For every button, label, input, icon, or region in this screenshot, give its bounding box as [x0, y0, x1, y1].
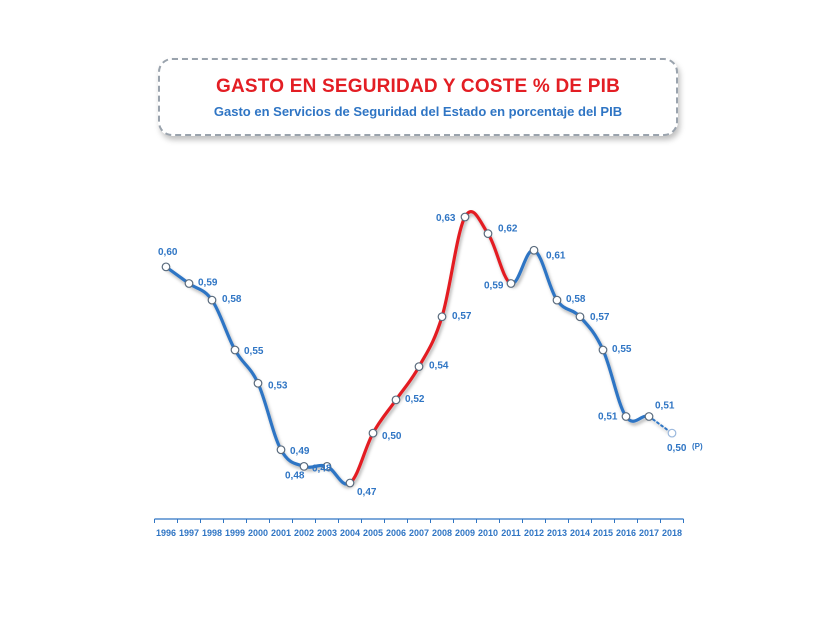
- x-tick-label-2013: 2013: [547, 528, 567, 538]
- x-tick-label-2015: 2015: [593, 528, 613, 538]
- data-label-2005: 0,50: [382, 431, 402, 442]
- data-point-2001: [276, 445, 286, 455]
- data-point-2018: [667, 428, 677, 438]
- data-point-2005: [368, 428, 378, 438]
- data-points: [161, 212, 677, 488]
- x-tick-label-2009: 2009: [455, 528, 475, 538]
- data-label-2001: 0,49: [290, 446, 310, 457]
- data-label-2010: 0,62: [498, 224, 518, 235]
- projection-marker: (P): [692, 442, 703, 451]
- data-point-2014: [575, 312, 585, 322]
- x-tick-label-2010: 2010: [478, 528, 498, 538]
- data-point-2004: [345, 478, 355, 488]
- data-point-1996: [161, 262, 171, 272]
- data-point-2015: [598, 345, 608, 355]
- series-line-projection: [648, 415, 673, 435]
- data-label-2017: 0,51: [655, 401, 675, 412]
- chart-title-box: GASTO EN SEGURIDAD Y COSTE % DE PIB Gast…: [158, 58, 678, 136]
- data-point-2016: [621, 412, 631, 421]
- data-point-2003: [322, 461, 332, 471]
- x-tick-label-1996: 1996: [156, 528, 176, 538]
- x-tick-label-2003: 2003: [317, 528, 337, 538]
- data-point-1997: [184, 279, 194, 288]
- data-point-2008: [437, 312, 447, 322]
- data-point-2009: [460, 212, 470, 222]
- data-point-2007: [414, 362, 424, 372]
- data-point-2000: [253, 378, 263, 388]
- data-label-2014: 0,57: [590, 312, 610, 323]
- x-tick-label-2008: 2008: [432, 528, 452, 538]
- data-point-1998: [207, 295, 217, 305]
- data-label-2009: 0,63: [436, 213, 456, 224]
- series-line-blue-1996-2004: [164, 265, 352, 486]
- series-lines: [164, 210, 673, 486]
- x-tick-label-2004: 2004: [340, 528, 360, 538]
- data-point-1999: [230, 345, 240, 355]
- data-point-2002: [299, 461, 309, 471]
- x-tick-label-2018: 2018: [662, 528, 682, 538]
- x-tick-label-2017: 2017: [639, 528, 659, 538]
- data-label-2000: 0,53: [268, 380, 288, 391]
- data-label-2016: 0,51: [598, 412, 618, 423]
- data-label-2003: 0,48: [312, 463, 332, 474]
- data-label-2008: 0,57: [452, 311, 472, 322]
- x-tick-label-2014: 2014: [570, 528, 590, 538]
- chart-subtitle: Gasto en Servicios de Seguridad del Esta…: [213, 104, 623, 119]
- data-label-1996: 0,60: [158, 247, 178, 258]
- data-label-2007: 0,54: [429, 361, 449, 372]
- x-tick-label-2007: 2007: [409, 528, 429, 538]
- data-point-2012: [529, 245, 539, 255]
- data-label-1998: 0,58: [222, 294, 242, 305]
- data-point-2017: [644, 412, 654, 421]
- x-tick-label-1998: 1998: [202, 528, 222, 538]
- data-label-2012: 0,61: [546, 250, 566, 261]
- x-tick-label-1997: 1997: [179, 528, 199, 538]
- x-tick-label-1999: 1999: [225, 528, 245, 538]
- x-tick-label-2005: 2005: [363, 528, 383, 538]
- data-label-2013: 0,58: [566, 294, 586, 305]
- x-tick-label-2011: 2011: [501, 528, 521, 538]
- x-tick-label-2000: 2000: [248, 528, 268, 538]
- data-labels: 0,600,590,580,550,530,490,480,480,470,50…: [158, 213, 703, 498]
- data-label-2011: 0,59: [484, 281, 504, 292]
- x-tick-label-2002: 2002: [294, 528, 314, 538]
- x-tick-label-2006: 2006: [386, 528, 406, 538]
- x-tick-label-2016: 2016: [616, 528, 636, 538]
- data-point-2010: [483, 229, 493, 239]
- data-label-2002: 0,48: [285, 470, 305, 481]
- x-tick-label-2001: 2001: [271, 528, 291, 538]
- data-label-1999: 0,55: [244, 346, 264, 357]
- series-line-blue-2011-2017: [509, 248, 651, 423]
- x-tick-label-2012: 2012: [524, 528, 544, 538]
- chart-title: GASTO EN SEGURIDAD Y COSTE % DE PIB: [216, 76, 620, 97]
- data-point-2011: [506, 279, 516, 288]
- data-label-2018: 0,50: [667, 443, 687, 454]
- data-point-2013: [552, 295, 562, 305]
- data-label-2006: 0,52: [405, 394, 425, 405]
- data-point-2006: [391, 395, 401, 405]
- series-line-red-2004-2011: [348, 210, 513, 485]
- x-axis: 1996 1997 1998 1999 2000 2001 2002 2003 2004 2005…: [154, 518, 684, 538]
- data-label-1997: 0,59: [198, 278, 218, 289]
- data-label-2004: 0,47: [357, 487, 377, 498]
- data-label-2015: 0,55: [612, 344, 632, 355]
